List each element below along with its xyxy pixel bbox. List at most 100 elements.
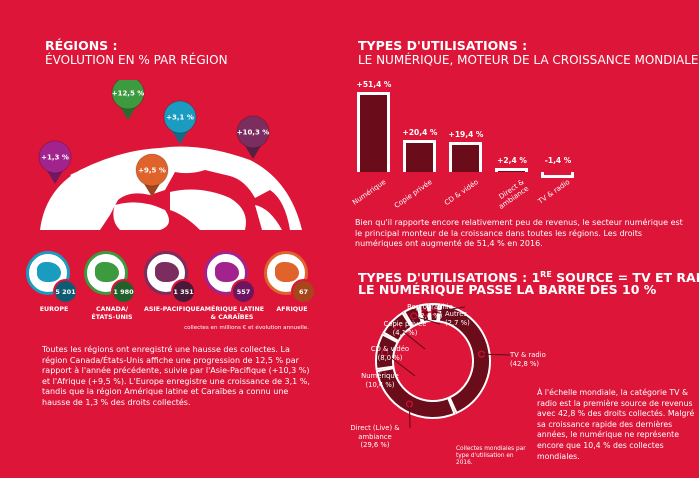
donut-label: Numérique (10,4 %) (345, 372, 415, 389)
donut-label: CD & vidéo (8,0 %) (355, 345, 425, 362)
share-title-sup: RE (540, 270, 552, 279)
region-value-badge: 557 (231, 279, 256, 304)
bar-category-label: Copie privée (392, 178, 434, 210)
region-pin: +3,1 % (163, 100, 197, 144)
donut-value: (2,7 %) (445, 318, 470, 327)
share-title-a: TYPES D'UTILISATIONS : 1 (358, 270, 541, 286)
region-pins: +1,3 % +12,5 % +3,1 % +10,3 % +9,5 % (38, 80, 270, 197)
bar (449, 141, 482, 172)
share-title: TYPES D'UTILISATIONS : 1RE SOURCE = TV E… (358, 267, 699, 285)
region-value-badge: 1 351 (171, 279, 196, 304)
region-pin: +10,3 % (236, 115, 270, 159)
donut-leader-line (434, 311, 446, 315)
donut-label: Direct (Live) & ambiance (29,6 %) (340, 424, 410, 450)
world-map-landmass (40, 146, 302, 230)
pin-head (163, 100, 197, 134)
bar-category-label: TV & radio (536, 178, 572, 206)
pin-label: +10,3 % (237, 129, 270, 137)
share-donut-chart (375, 303, 511, 429)
pin-head (111, 80, 145, 110)
usage-title: TYPES D'UTILISATIONS : (358, 38, 528, 53)
pin-label: +1,3 % (41, 154, 69, 162)
world-map: +1,3 % +12,5 % +3,1 % +10,3 % +9,5 % (38, 80, 302, 230)
donut-category: Copie privée (383, 320, 427, 328)
donut-leader-line (408, 403, 411, 429)
donut-label: Autres (2,7 %) (445, 310, 515, 327)
region-value-badge: 1 980 (111, 279, 136, 304)
bar-value-label: +2,4 % (497, 156, 527, 165)
regions-paragraph: Toutes les régions ont enregistré une ha… (42, 345, 310, 407)
regions-title: RÉGIONS : (45, 38, 118, 53)
region-label: CANADA/ ÉTATS-UNIS (91, 306, 133, 321)
donut-value: (4,1 %) (392, 328, 418, 337)
globe-icon (264, 251, 308, 295)
donut-category: CD & vidéo (370, 345, 410, 353)
bar (357, 92, 390, 172)
donut-value: (10,4 %) (365, 380, 395, 389)
bar-category-label: Numérique (351, 178, 388, 207)
donut-value: (8,0 %) (377, 353, 403, 362)
region-label: ASIE-PACIFIQUE (144, 306, 200, 313)
pin-head (38, 140, 72, 174)
donut-leader-line (481, 353, 511, 356)
donut-category: TV & radio (510, 351, 546, 359)
donut-value: (42,8 %) (510, 359, 540, 368)
donut-caption: Collectes mondiales par type d'utilisati… (456, 446, 526, 466)
donut-segment (375, 367, 456, 419)
region-label: AMÉRIQUE LATINE & CARAÏBES (199, 306, 265, 321)
donut-leader-dot (410, 312, 418, 320)
pin-label: +12,5 % (112, 90, 145, 98)
donut-category: Direct (Live) & ambiance (350, 424, 400, 441)
donut-leader-line (397, 326, 426, 350)
bar (495, 168, 528, 172)
pin-tail (171, 129, 189, 144)
region-globe: 5 201 (26, 251, 78, 304)
region-pin: +9,5 % (135, 153, 169, 197)
usage-paragraph: Bien qu'il rapporte encore relativement … (355, 218, 683, 249)
region-label: AFRIQUE (276, 306, 308, 313)
donut-category: Autres (445, 310, 467, 318)
pin-label: +9,5 % (138, 167, 166, 175)
pin-head (236, 115, 270, 149)
pin-label: +3,1 % (166, 114, 194, 122)
pin-tail (244, 144, 262, 159)
bar-value-label: +19,4 % (448, 129, 484, 139)
region-value-badge: 5 201 (53, 279, 78, 304)
pin-tail (119, 105, 137, 120)
usage-subtitle: LE NUMÉRIQUE, MOTEUR DE LA CROISSANCE MO… (358, 53, 699, 67)
bar-category-label: Direct & ambiance (497, 178, 531, 211)
share-paragraph: À l'échelle mondiale, la catégorie TV & … (537, 388, 695, 461)
bar (403, 140, 436, 172)
donut-category: Numérique (361, 372, 399, 380)
regions-subtitle: ÉVOLUTION EN % PAR RÉGION (45, 53, 228, 67)
pin-tail (143, 182, 161, 197)
globe-icon (84, 251, 128, 295)
pin-head (135, 153, 169, 187)
share-subtitle: LE NUMÉRIQUE PASSE LA BARRE DES 10 % (358, 282, 657, 297)
donut-segment (437, 303, 491, 415)
donut-label: Copie privée (4,1 %) (370, 320, 440, 337)
region-pin: +1,3 % (38, 140, 72, 184)
region-globe: 557 (204, 251, 256, 304)
donut-value: (2,4 %) (417, 311, 443, 320)
region-pin: +12,5 % (111, 80, 145, 120)
donut-category: Reprographie (407, 303, 453, 311)
region-globe: 67 (264, 251, 316, 304)
bar-value-label: -1,4 % (544, 156, 572, 165)
bar-value-label: +51,4 % (356, 80, 392, 89)
donut-leader-line (384, 352, 416, 377)
region-value-badge: 67 (291, 279, 316, 304)
bar-value-label: +20,4 % (402, 128, 438, 138)
bar-category-label: CD & vidéo (442, 178, 480, 208)
donut-value: (29,6 %) (360, 441, 390, 449)
pin-tail (46, 169, 64, 184)
regions-note: collectes en millions € et évolution ann… (184, 325, 309, 331)
share-title-b: SOURCE = TV ET RADIO, (556, 270, 699, 286)
donut-label: TV & radio (42,8 %) (510, 351, 580, 368)
region-globe: 1 351 (144, 251, 196, 304)
bar (541, 172, 574, 178)
donut-label: Reprographie (2,4 %) (395, 303, 465, 320)
donut-leader-line (413, 315, 441, 325)
region-globe: 1 980 (84, 251, 136, 304)
region-label: EUROPE (39, 306, 69, 313)
